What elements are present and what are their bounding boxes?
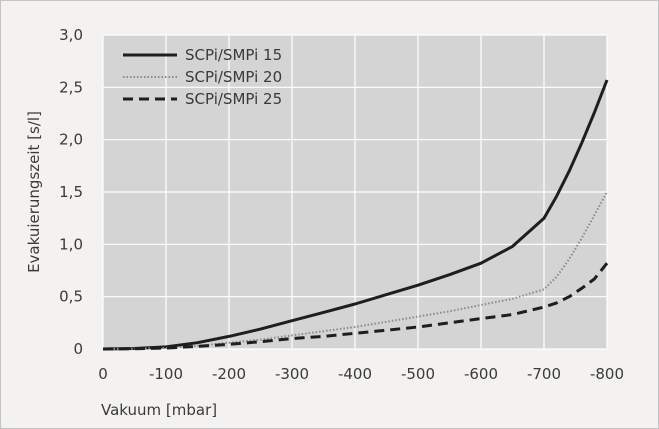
legend-label-1: SCPi/SMPi 15 bbox=[185, 46, 282, 64]
legend: SCPi/SMPi 15 SCPi/SMPi 20 SCPi/SMPi 25 bbox=[123, 46, 282, 108]
y-tick-label: 2,0 bbox=[59, 131, 83, 149]
x-tick-label: -700 bbox=[527, 365, 561, 383]
y-tick-label: 3,0 bbox=[59, 26, 83, 44]
series-layer bbox=[102, 79, 609, 351]
x-tick-label: -500 bbox=[401, 365, 435, 383]
series-line-3 bbox=[102, 262, 609, 351]
series-line-1 bbox=[102, 79, 609, 351]
x-tick-label: -200 bbox=[212, 365, 246, 383]
x-tick-label: -800 bbox=[590, 365, 624, 383]
y-tick-label: 1,0 bbox=[59, 235, 83, 253]
y-axis-ticks: 0 0,5 1,0 1,5 2,0 2,5 3,0 bbox=[59, 26, 83, 358]
y-axis-label: Evakuierungszeit [s/l] bbox=[25, 111, 43, 273]
series-line-2 bbox=[102, 191, 608, 350]
x-tick-label: 0 bbox=[98, 365, 108, 383]
x-tick-label: -100 bbox=[149, 365, 183, 383]
x-axis-ticks: 0 -100 -200 -300 -400 -500 -600 -700 -800 bbox=[98, 365, 624, 383]
y-tick-label: 1,5 bbox=[59, 183, 83, 201]
x-tick-label: -400 bbox=[338, 365, 372, 383]
x-axis-label: Vakuum [mbar] bbox=[101, 401, 217, 419]
x-tick-label: -600 bbox=[464, 365, 498, 383]
y-tick-label: 2,5 bbox=[59, 78, 83, 96]
y-tick-label: 0,5 bbox=[59, 288, 83, 306]
y-tick-label: 0 bbox=[73, 340, 83, 358]
x-tick-label: -300 bbox=[275, 365, 309, 383]
legend-label-2: SCPi/SMPi 20 bbox=[185, 68, 282, 86]
legend-label-3: SCPi/SMPi 25 bbox=[185, 90, 282, 108]
